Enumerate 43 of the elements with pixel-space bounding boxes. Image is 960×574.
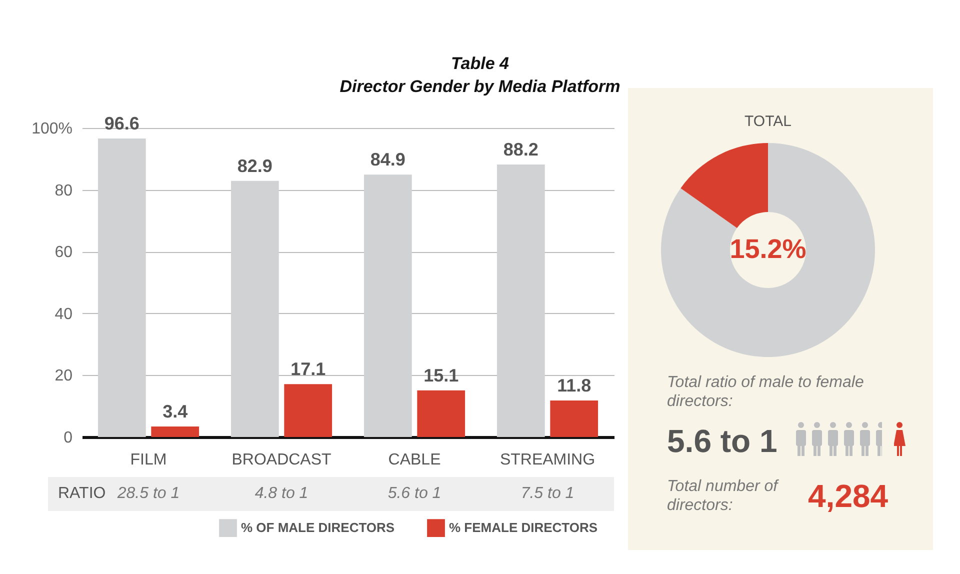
data-label: 96.6 bbox=[104, 114, 140, 134]
legend-label: % OF MALE DIRECTORS bbox=[241, 520, 395, 536]
bar bbox=[230, 180, 279, 437]
data-label: 84.9 bbox=[370, 150, 406, 170]
data-label: 15.1 bbox=[424, 365, 459, 386]
bar bbox=[98, 138, 146, 437]
bar bbox=[151, 426, 200, 437]
x-tick-label: CABLE bbox=[388, 452, 441, 468]
y-tick-label: 40 bbox=[54, 306, 73, 323]
text: 28.5 to 1 bbox=[117, 485, 180, 503]
y-tick-label: 80 bbox=[54, 182, 73, 200]
y-tick-label: 0 bbox=[64, 430, 73, 446]
x-tick-label: BROADCAST bbox=[232, 452, 332, 468]
data-label: 3.4 bbox=[162, 401, 188, 422]
bar bbox=[364, 174, 412, 437]
text: RATIO bbox=[58, 485, 106, 503]
data-label: 17.1 bbox=[290, 359, 326, 380]
data-label: 15.2% bbox=[730, 234, 806, 264]
text: 5.6 to 1 bbox=[667, 423, 778, 460]
bar bbox=[417, 390, 466, 437]
text: 5.6 to 1 bbox=[388, 485, 442, 503]
x-tick-label: STREAMING bbox=[500, 452, 596, 468]
data-label: 88.2 bbox=[503, 139, 538, 160]
data-label: 82.9 bbox=[237, 156, 272, 176]
bar bbox=[496, 164, 545, 437]
x-tick-label: FILM bbox=[130, 452, 167, 468]
y-tick-label: 20 bbox=[54, 368, 73, 385]
text: 4,284 bbox=[808, 478, 888, 515]
text: 4.8 to 1 bbox=[254, 485, 308, 503]
bar bbox=[550, 400, 598, 437]
chart-subtitle: Director Gender by Media Platform bbox=[338, 76, 622, 98]
legend-label: % FEMALE DIRECTORS bbox=[449, 520, 598, 536]
donut-slice bbox=[661, 143, 875, 357]
text: 7.5 to 1 bbox=[520, 485, 574, 503]
text: Total ratio of male to female directors: bbox=[667, 373, 865, 411]
data-label: 11.8 bbox=[557, 376, 592, 396]
chart-title: TOTAL bbox=[744, 113, 792, 130]
text: Total number of directors: bbox=[667, 477, 780, 515]
y-tick-label: 100% bbox=[32, 120, 72, 138]
donut-slice bbox=[680, 143, 768, 228]
bar bbox=[284, 384, 332, 437]
chart-title: Table 4 bbox=[450, 53, 510, 75]
y-tick-label: 60 bbox=[54, 244, 73, 262]
